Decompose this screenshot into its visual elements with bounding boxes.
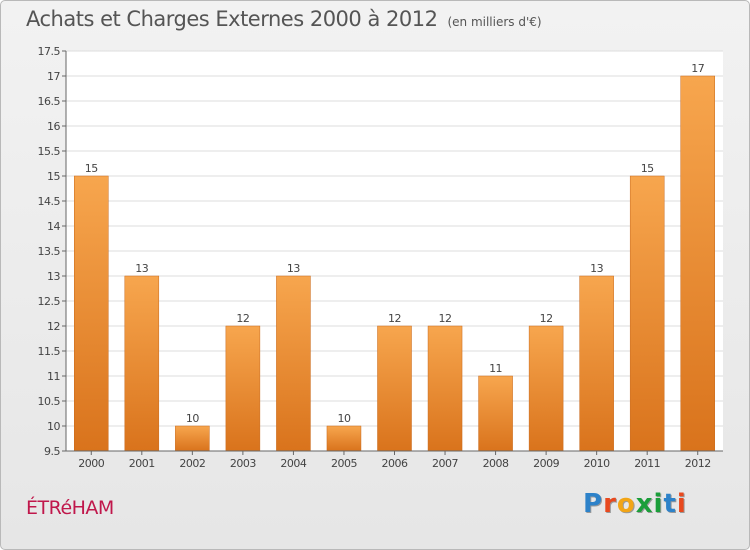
y-tick-label: 13	[47, 270, 60, 283]
y-tick-label: 16	[47, 120, 60, 133]
y-tick-label: 9.5	[44, 445, 60, 458]
x-tick-label: 2012	[685, 457, 711, 470]
logo-letter: P	[583, 489, 604, 519]
x-tick-label: 2001	[129, 457, 155, 470]
chart-title-text: Achats et Charges Externes 2000 à 2012	[26, 7, 438, 31]
logo-letter: t	[663, 489, 677, 519]
bar-2006	[377, 325, 412, 452]
y-tick-label: 15.5	[38, 145, 61, 158]
bar-2009	[528, 325, 564, 452]
logo-letter: r	[603, 489, 617, 519]
bar-2002	[175, 425, 210, 452]
chart-unit: (en milliers d'€)	[447, 15, 542, 29]
bar-value-label: 12	[439, 312, 452, 325]
x-tick-label: 2007	[432, 457, 458, 470]
x-tick-label: 2009	[533, 457, 559, 470]
bar-value-label: 10	[337, 412, 350, 425]
bar-value-label: 15	[85, 162, 98, 175]
bar-value-label: 17	[691, 62, 704, 75]
y-tick-label: 16.5	[38, 95, 61, 108]
x-axis: 2000 2001 2002 2003 2004 2005 2006 2007 2008 2009…	[66, 450, 723, 470]
logo-letter: i	[653, 489, 664, 519]
bar-value-label: 12	[236, 312, 249, 325]
bar-2010	[579, 275, 614, 452]
y-tick-label: 17.5	[38, 45, 61, 58]
bar-2004	[276, 275, 311, 452]
bars: 15 13 10 12 13 10 12 12 11 12 13 15 17	[74, 62, 715, 452]
proxiti-logo: Proxiti	[583, 489, 687, 519]
x-tick-label: 2000	[78, 457, 104, 470]
bar-2000	[74, 175, 109, 452]
y-tick-label: 10	[47, 420, 60, 433]
bar-value-label: 15	[641, 162, 654, 175]
bar-value-label: 12	[388, 312, 401, 325]
bar-2012	[680, 75, 715, 452]
logo-letter: x	[635, 489, 654, 519]
x-tick-label: 2002	[179, 457, 205, 470]
chart-title: Achats et Charges Externes 2000 à 2012 (e…	[26, 7, 542, 31]
x-tick-label: 2003	[230, 457, 256, 470]
bar-value-label: 13	[590, 262, 603, 275]
y-tick-label: 17	[47, 70, 60, 83]
bar-2003	[225, 325, 261, 452]
bar-2011	[629, 175, 665, 452]
y-tick-label: 10.5	[38, 395, 61, 408]
bar-2001	[124, 275, 160, 452]
commune-name: ÉTRéHAM	[26, 497, 114, 519]
y-tick-label: 11.5	[38, 345, 61, 358]
x-tick-label: 2005	[331, 457, 357, 470]
x-tick-label: 2010	[584, 457, 610, 470]
x-tick-label: 2011	[634, 457, 660, 470]
y-tick-label: 12.5	[38, 295, 61, 308]
logo-letter: o	[616, 489, 636, 519]
y-tick-label: 12	[47, 320, 60, 333]
bar-value-label: 12	[540, 312, 553, 325]
bar-value-label: 11	[489, 362, 502, 375]
y-tick-label: 14	[47, 220, 60, 233]
bar-2007	[427, 325, 463, 452]
bar-value-label: 13	[135, 262, 148, 275]
x-tick-label: 2006	[382, 457, 408, 470]
y-axis: 9.5 10 10.5 11 11.5 12 12.5 13 13.5 14 14.5 15 15.5 1…	[38, 45, 67, 458]
x-tick-label: 2008	[483, 457, 509, 470]
bar-value-label: 10	[186, 412, 199, 425]
y-tick-label: 14.5	[38, 195, 61, 208]
logo-letter: i	[676, 489, 687, 519]
bar-2008	[478, 375, 513, 452]
x-tick-label: 2004	[280, 457, 306, 470]
bar-2005	[326, 425, 362, 452]
y-tick-label: 11	[47, 370, 60, 383]
y-tick-label: 15	[47, 170, 60, 183]
bar-value-label: 13	[287, 262, 300, 275]
y-tick-label: 13.5	[38, 245, 61, 258]
